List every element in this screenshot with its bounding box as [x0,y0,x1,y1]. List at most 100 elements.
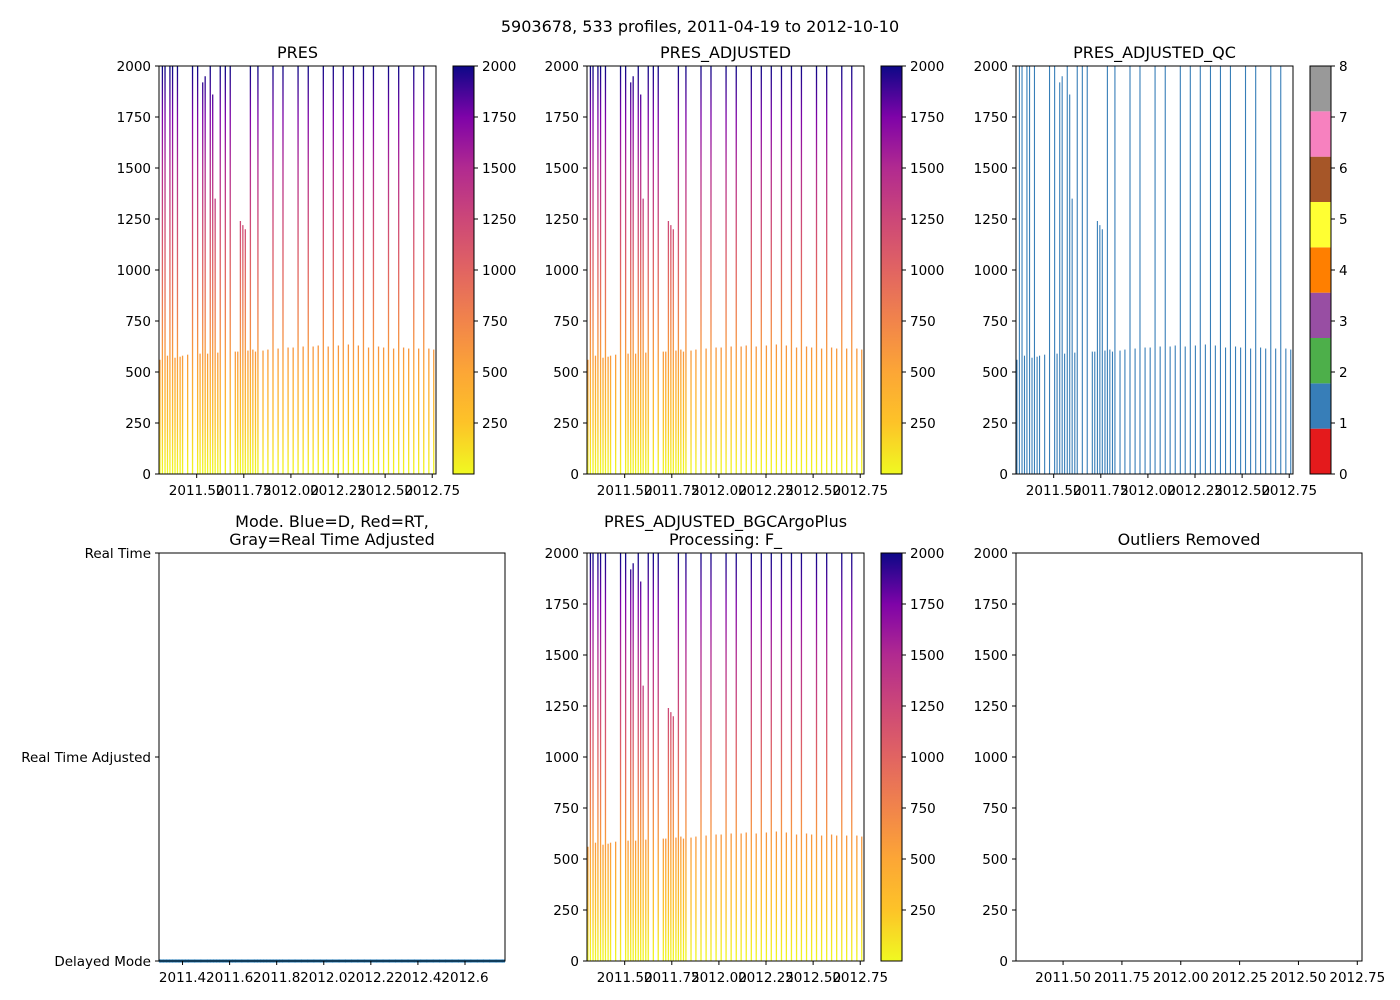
y-tick-label: 1500 [545,648,579,664]
panel-pres_adjusted: PRES_ADJUSTED 0 250 500 750 1000 1250 1500 1750 2… [545,43,945,499]
colorbar-tick-label: 3 [1339,314,1348,330]
y-tick-label: 500 [553,852,579,868]
colorbar-tick-label: 1500 [910,161,944,177]
x-tick-label: 2011.4 [159,970,206,986]
y-tick-label: 2000 [545,546,579,562]
colorbar-tick-label: 1250 [910,212,944,228]
colorbar-segment [1310,156,1331,202]
panel-title: PRES_ADJUSTED_BGCArgoPlus [604,512,847,532]
x-tick-label: 2012.75 [832,970,888,986]
colorbar-segment [1310,428,1331,474]
colorbar-segment [1310,66,1331,112]
colorbar-segment [1310,338,1331,384]
y-tick-label: 750 [125,314,151,330]
colorbar-tick-label: 1000 [910,263,944,279]
colorbar-tick-label: 750 [482,314,508,330]
colorbar-tick-label: 0 [1339,467,1348,483]
colorbar-tick-label: 8 [1339,59,1348,75]
panel-title: Gray=Real Time Adjusted [229,530,435,549]
colorbar-tick-label: 6 [1339,161,1348,177]
colorbar-gradient [453,66,474,474]
y-tick-label: 0 [142,467,151,483]
y-tick-label: 1000 [545,750,579,766]
x-tick-label: 2012.75 [832,483,888,499]
y-tick-label: 500 [982,852,1008,868]
x-tick-label: 2012.6 [441,970,488,986]
colorbar-tick-label: 1250 [482,212,516,228]
x-tick-label: 2012.75 [1329,970,1385,986]
colorbar: 250 500 750 1000 1250 1500 1750 2000 [880,546,944,962]
y-tick-label: 250 [553,903,579,919]
colorbar: 250 500 750 1000 1250 1500 1750 2000 [452,59,516,475]
y-tick-label: Delayed Mode [54,954,151,970]
x-tick-label: 2011.50 [597,483,653,499]
panel-outliers: Outliers Removed 0 250 500 750 1000 1250 1500 17… [974,530,1386,986]
panel-title: Outliers Removed [1118,530,1261,549]
y-tick-label: 1750 [974,110,1008,126]
x-tick-label: 2012.2 [347,970,394,986]
y-tick-label: 1250 [974,212,1008,228]
x-tick-label: 2012.25 [738,970,794,986]
y-tick-label: 2000 [974,546,1008,562]
x-tick-label: 2012.50 [1214,483,1270,499]
y-tick-label: 250 [553,416,579,432]
colorbar-tick-label: 1250 [910,699,944,715]
x-tick-label: 2012.50 [1271,970,1327,986]
x-tick-label: 2011.50 [1035,970,1091,986]
x-tick-label: 2012.00 [1120,483,1176,499]
y-tick-label: 1000 [117,263,151,279]
colorbar-tick-label: 1000 [910,750,944,766]
colorbar-tick-label: 2 [1339,365,1348,381]
x-tick-label: 2011.75 [216,483,272,499]
colorbar-tick-label: 1500 [482,161,516,177]
colorbar-tick-label: 2000 [910,546,944,562]
y-tick-label: 1500 [117,161,151,177]
x-tick-label: 2012.50 [785,970,841,986]
y-tick-label: 2000 [117,59,151,75]
colorbar-segment [1310,383,1331,429]
colorbar-tick-label: 1000 [482,263,516,279]
x-tick-label: 2012.25 [738,483,794,499]
panel-mode: Mode. Blue=D, Red=RT,Gray=Real Time Adju… [21,512,506,986]
y-tick-label: 0 [999,467,1008,483]
y-tick-label: 750 [553,801,579,817]
y-tick-label: 0 [570,467,579,483]
x-tick-label: 2012.50 [357,483,413,499]
x-tick-label: 2012.75 [1261,483,1317,499]
panel-title: Mode. Blue=D, Red=RT, [235,512,429,531]
y-tick-label: Real Time Adjusted [21,750,151,766]
x-tick-label: 2012.50 [785,483,841,499]
colorbar: 250 500 750 1000 1250 1500 1750 2000 [880,59,944,475]
colorbar-tick-label: 4 [1339,263,1348,279]
panel-title: PRES_ADJUSTED [660,43,791,63]
panel-title: PRES_ADJUSTED_QC [1073,43,1236,63]
x-tick-label: 2011.8 [253,970,300,986]
colorbar-tick-label: 5 [1339,212,1348,228]
colorbar-tick-label: 500 [910,852,936,868]
x-tick-label: 2011.75 [644,483,700,499]
x-tick-label: 2011.50 [169,483,225,499]
y-tick-label: 750 [982,801,1008,817]
x-tick-label: 2012.25 [1212,970,1268,986]
colorbar-tick-label: 500 [482,365,508,381]
colorbar-tick-label: 250 [910,903,936,919]
y-tick-label: Real Time [85,546,151,562]
colorbar-gradient [881,553,902,961]
x-tick-label: 2011.50 [597,970,653,986]
panel-title: PRES [277,43,318,62]
colorbar-tick-label: 7 [1339,110,1348,126]
axes-frame [158,552,506,962]
y-tick-label: 1000 [545,263,579,279]
y-tick-label: 1750 [545,110,579,126]
y-tick-label: 1250 [117,212,151,228]
panel-pres: PRES 0 250 500 750 1000 1250 1500 1750 2000 2011.5… [117,43,517,499]
y-tick-label: 250 [125,416,151,432]
x-tick-label: 2012.00 [1153,970,1209,986]
y-tick-label: 750 [553,314,579,330]
y-tick-label: 0 [570,954,579,970]
x-tick-label: 2012.4 [394,970,441,986]
colorbar-segment [1310,111,1331,157]
y-tick-label: 500 [553,365,579,381]
data-marks [159,66,435,474]
y-tick-label: 1000 [974,750,1008,766]
